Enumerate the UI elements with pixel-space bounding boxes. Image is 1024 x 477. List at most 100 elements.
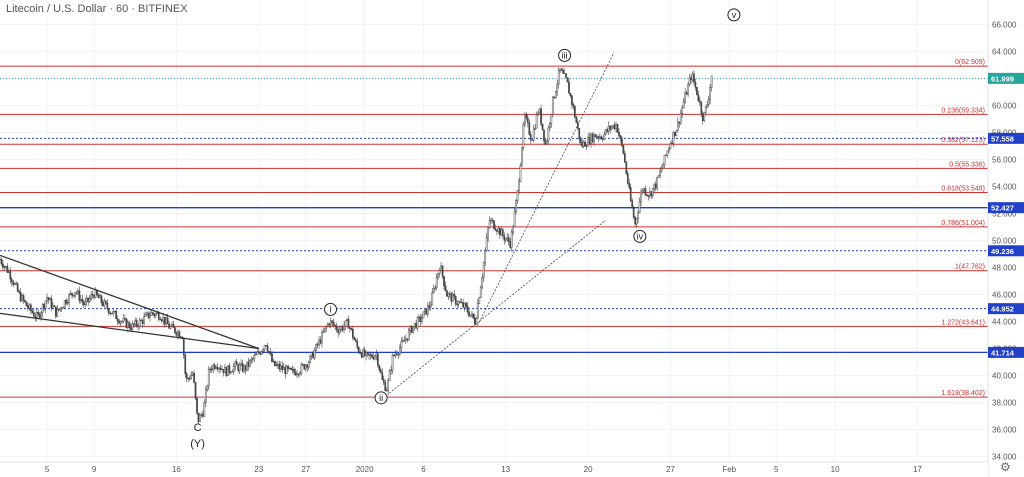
candle-body (479, 286, 482, 298)
candle-body (262, 349, 265, 352)
candle-body (203, 402, 206, 417)
candle-body (585, 145, 588, 147)
candle-body (263, 345, 266, 350)
price-tag-label: 57.558 (991, 134, 1014, 143)
candle-body (337, 329, 340, 334)
candle-body (107, 308, 110, 314)
candle-body (663, 154, 666, 166)
candle-body (74, 292, 76, 297)
candle-body (338, 329, 341, 334)
gear-icon[interactable]: ⚙ (1000, 460, 1011, 474)
candle-body (641, 189, 644, 193)
candle-body (188, 378, 191, 380)
candle-body (206, 385, 209, 390)
candle-body (88, 298, 91, 302)
candle-body (68, 294, 70, 304)
candle-body (476, 303, 479, 319)
candle-body (613, 124, 616, 129)
candle-body (416, 317, 419, 329)
candle-body (347, 318, 350, 329)
candle-body (43, 304, 45, 309)
candle-body (437, 273, 439, 279)
candle-body (106, 302, 109, 309)
candle-body (243, 365, 245, 372)
candle-body (28, 304, 31, 309)
candle-body (303, 364, 306, 370)
candle-body (172, 323, 175, 328)
candle-body (578, 127, 581, 140)
candle-body (629, 187, 632, 201)
candle-body (676, 121, 679, 131)
candle-body (413, 323, 416, 327)
candle-body (231, 371, 234, 373)
candle-body (241, 363, 244, 372)
price-axis[interactable]: 34.00036.00038.00040.00042.00044.00046.0… (987, 0, 1024, 477)
candle-body (646, 194, 648, 196)
candle-body (193, 372, 195, 383)
trendlines-layer (0, 52, 615, 394)
candle-body (468, 311, 470, 317)
x-tick-label: 16 (172, 465, 181, 474)
candle-body (284, 367, 287, 375)
candle-body (571, 95, 573, 105)
candle-body (424, 308, 426, 313)
price-tag-bg (988, 303, 1024, 315)
candle-body (297, 373, 300, 375)
candle-body (466, 305, 469, 313)
candle-body (704, 106, 707, 113)
candle-body (426, 305, 429, 315)
candle-body (175, 332, 178, 336)
wave-label: v (732, 10, 737, 20)
candle-body (499, 227, 501, 236)
candle-body (522, 124, 525, 148)
candle-body (46, 297, 48, 302)
candle-body (234, 361, 237, 367)
candle-body (166, 317, 169, 325)
y-tick-label: 52.000 (992, 209, 1017, 218)
candle-body (124, 318, 126, 320)
candle-body (177, 331, 179, 336)
candle-body (19, 292, 22, 302)
candle-body (575, 116, 578, 123)
candle-body (174, 327, 176, 333)
candle-body (341, 326, 344, 331)
candle-body (315, 343, 317, 351)
candle-body (130, 327, 132, 330)
candle-body (121, 321, 123, 323)
candle-body (207, 368, 210, 387)
candle-body (105, 300, 107, 304)
x-tick-label: 10 (831, 465, 840, 474)
candle-body (15, 283, 18, 285)
y-tick-label: 36.000 (992, 426, 1017, 435)
candle-body (138, 319, 141, 328)
candle-body (525, 114, 528, 119)
y-tick-label: 46.000 (992, 290, 1017, 299)
fib-level-label: 0.382(57.123) (941, 137, 985, 144)
wave-circle (374, 391, 388, 405)
candle-body (582, 141, 585, 147)
candle-body (690, 77, 692, 81)
candle-body (66, 302, 69, 304)
candle-body (391, 354, 394, 371)
candle-body (24, 300, 26, 303)
candle-body (135, 320, 138, 326)
time-axis[interactable]: 5 9 16 23 27 2020 6 13 20 27 Feb 5 10 17 (0, 461, 988, 477)
candle-body (119, 321, 122, 324)
candle-body (409, 326, 412, 332)
candle-body (457, 301, 460, 305)
candle-body (503, 235, 506, 241)
candle-body (197, 412, 200, 423)
candle-body (526, 117, 529, 123)
candle-body (360, 353, 363, 358)
candle-body (703, 112, 706, 121)
candle-body (606, 129, 609, 132)
candle-body (551, 96, 554, 115)
candle-body (490, 219, 492, 222)
candle-body (196, 397, 198, 414)
candle-body (591, 133, 594, 143)
candle-body (565, 73, 567, 78)
candle-body (669, 143, 672, 149)
candle-body (3, 266, 6, 268)
